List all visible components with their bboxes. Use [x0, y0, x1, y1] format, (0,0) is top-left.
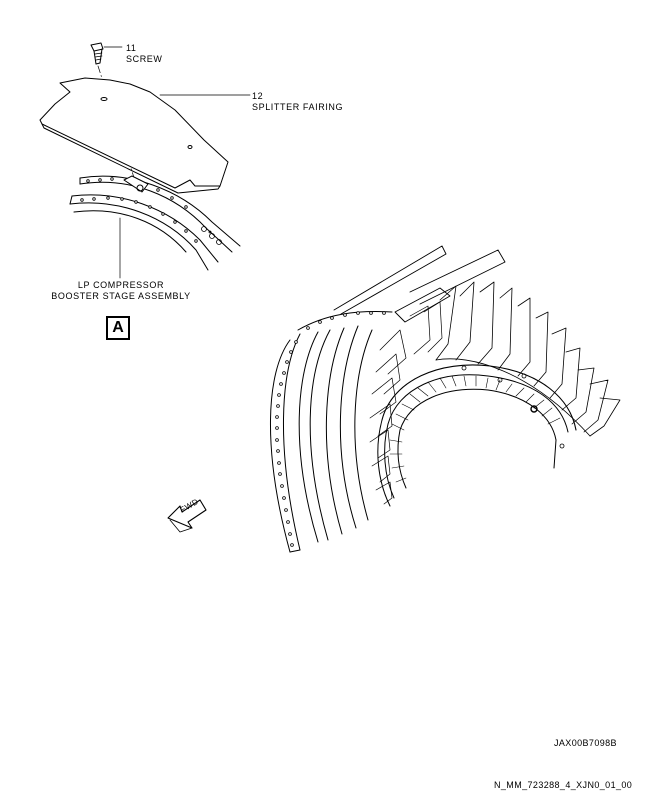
- view-a-letter: A: [112, 319, 124, 336]
- outer-blade-row: [435, 281, 621, 437]
- screw-callout-number: 11: [126, 43, 137, 53]
- splitter-fairing-callout-label: SPLITTER FAIRING: [252, 102, 344, 112]
- document-id: N_MM_723288_4_XJN0_01_00: [494, 780, 633, 790]
- screw-callout: 11 SCREW: [126, 43, 163, 65]
- figure-id: JAX00B7098B: [554, 738, 617, 748]
- booster-stage-main-view: [269, 245, 621, 553]
- booster-ring-segment: [69, 175, 241, 271]
- screw-part: [90, 42, 104, 65]
- lp-compressor-callout-line2: BOOSTER STAGE ASSEMBLY: [51, 291, 191, 301]
- lp-compressor-callout: LP COMPRESSOR BOOSTER STAGE ASSEMBLY: [40, 280, 202, 302]
- splitter-fairing-callout: 12 SPLITTER FAIRING: [252, 91, 343, 113]
- hub-blade-hatching: [389, 375, 561, 483]
- splitter-fairing-callout-number: 12: [252, 91, 264, 101]
- fwd-arrow-icon: [167, 499, 207, 533]
- lp-compressor-callout-line1: LP COMPRESSOR: [77, 280, 165, 290]
- center-line: [97, 65, 139, 191]
- screw-callout-label: SCREW: [126, 54, 163, 64]
- splitter-fairing-part: [39, 77, 229, 194]
- inner-blade-row: [369, 301, 443, 505]
- view-a-label: A: [106, 316, 130, 340]
- perforated-ring-holes: [275, 311, 386, 547]
